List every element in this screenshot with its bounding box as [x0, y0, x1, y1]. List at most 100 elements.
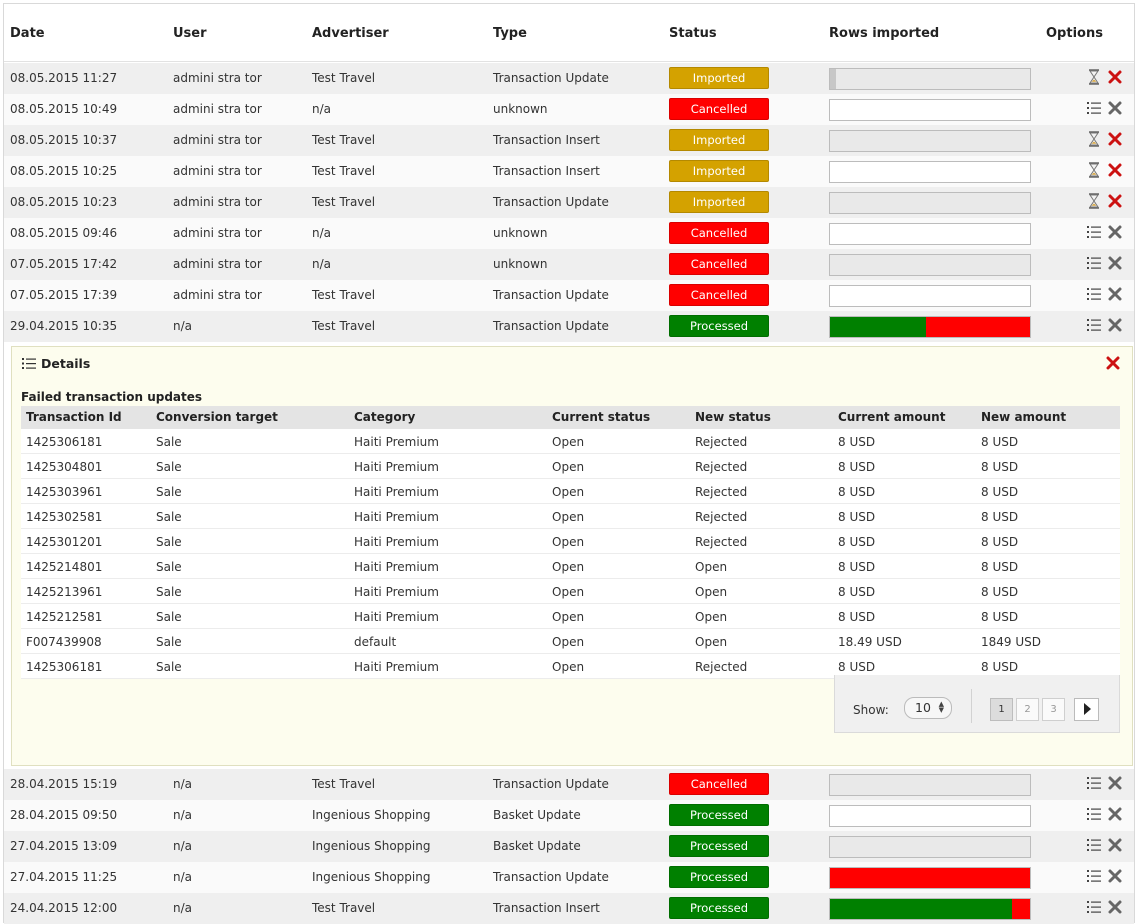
cell-new-amount: 8 USD: [981, 610, 1019, 624]
page-size-select[interactable]: 10 ▲ ▼: [904, 697, 952, 719]
column-header-advertiser[interactable]: Advertiser: [312, 26, 389, 41]
table-row[interactable]: 08.05.2015 11:27 admini stra tor Test Trav…: [4, 63, 1134, 94]
rows-imported-progress-bar: [829, 161, 1031, 183]
hourglass-icon[interactable]: [1086, 69, 1102, 85]
table-row[interactable]: 24.04.2015 12:00 n/a Test Travel Transactio…: [4, 893, 1134, 924]
status-badge: Imported: [669, 129, 769, 151]
column-header-status[interactable]: Status: [669, 26, 717, 41]
failed-updates-title: Failed transaction updates: [21, 390, 203, 404]
failed-update-row[interactable]: 1425301201 Sale Haiti Premium Open Rejected 8…: [21, 529, 1120, 554]
details-list-icon[interactable]: [1086, 224, 1102, 240]
table-row[interactable]: 08.05.2015 10:37 admini stra tor Test Trav…: [4, 125, 1134, 156]
details-list-icon[interactable]: [1086, 868, 1102, 884]
hourglass-icon[interactable]: [1086, 131, 1102, 147]
details-title: Details: [41, 356, 91, 371]
cell-type: Transaction Insert: [493, 901, 600, 915]
table-row[interactable]: 27.04.2015 13:09 n/a Ingenious Shopping Bas…: [4, 831, 1134, 862]
details-list-icon[interactable]: [1086, 286, 1102, 302]
details-list-icon[interactable]: [1086, 317, 1102, 333]
col-new-status[interactable]: New status: [695, 410, 771, 424]
cell-category: Haiti Premium: [354, 585, 439, 599]
cell-current-amount: 8 USD: [838, 510, 876, 524]
failed-update-row[interactable]: 1425303961 Sale Haiti Premium Open Rejected 8…: [21, 479, 1120, 504]
cell-type: Transaction Update: [493, 288, 609, 302]
delete-grey-icon[interactable]: [1107, 100, 1123, 116]
delete-grey-icon[interactable]: [1107, 775, 1123, 791]
close-red-icon[interactable]: [1106, 356, 1120, 370]
delete-red-icon[interactable]: [1107, 193, 1123, 209]
failed-update-row[interactable]: 1425213961 Sale Haiti Premium Open Open 8 USD…: [21, 579, 1120, 604]
table-row[interactable]: 08.05.2015 10:23 admini stra tor Test Trav…: [4, 187, 1134, 218]
cell-type: unknown: [493, 257, 548, 271]
cell-transaction-id: 1425306181: [26, 435, 103, 449]
details-list-icon[interactable]: [1086, 899, 1102, 915]
failed-update-row[interactable]: 1425304801 Sale Haiti Premium Open Rejected 8…: [21, 454, 1120, 479]
cell-current-status: Open: [552, 460, 585, 474]
delete-grey-icon[interactable]: [1107, 255, 1123, 271]
col-current-status[interactable]: Current status: [552, 410, 651, 424]
col-current-amount[interactable]: Current amount: [838, 410, 946, 424]
page-button-3[interactable]: 3: [1042, 698, 1065, 721]
failed-update-row[interactable]: 1425212581 Sale Haiti Premium Open Open 8 USD…: [21, 604, 1120, 629]
cell-transaction-id: 1425301201: [26, 535, 103, 549]
table-row[interactable]: 28.04.2015 09:50 n/a Ingenious Shopping Bas…: [4, 800, 1134, 831]
failed-update-row[interactable]: F007439908 Sale default Open Open 18.49 USD 18…: [21, 629, 1120, 654]
table-row[interactable]: 27.04.2015 11:25 n/a Ingenious Shopping Tra…: [4, 862, 1134, 893]
details-list-icon[interactable]: [1086, 255, 1102, 271]
cell-new-amount: 8 USD: [981, 585, 1019, 599]
column-header-type[interactable]: Type: [493, 26, 527, 41]
table-row[interactable]: 08.05.2015 09:46 admini stra tor n/a unknow…: [4, 218, 1134, 249]
delete-grey-icon[interactable]: [1107, 806, 1123, 822]
cell-advertiser: Ingenious Shopping: [312, 808, 431, 822]
col-transaction-id[interactable]: Transaction Id: [26, 410, 122, 424]
details-panel: Details Failed transaction updates Trans…: [11, 346, 1133, 766]
table-row[interactable]: 08.05.2015 10:49 admini stra tor n/a unknow…: [4, 94, 1134, 125]
table-row[interactable]: 07.05.2015 17:42 admini stra tor n/a unknow…: [4, 249, 1134, 280]
details-list-icon[interactable]: [1086, 100, 1102, 116]
cell-new-status: Rejected: [695, 660, 748, 674]
col-new-amount[interactable]: New amount: [981, 410, 1067, 424]
table-row[interactable]: 29.04.2015 10:35 n/a Test Travel Transactio…: [4, 311, 1134, 342]
table-row[interactable]: 28.04.2015 15:19 n/a Test Travel Transactio…: [4, 769, 1134, 800]
failed-update-row[interactable]: 1425306181 Sale Haiti Premium Open Rejected 8…: [21, 429, 1120, 454]
delete-grey-icon[interactable]: [1107, 286, 1123, 302]
details-list-icon[interactable]: [1086, 806, 1102, 822]
status-badge: Processed: [669, 315, 769, 337]
details-list-icon[interactable]: [1086, 775, 1102, 791]
rows-imported-progress-bar: [829, 898, 1031, 920]
delete-red-icon[interactable]: [1107, 131, 1123, 147]
delete-grey-icon[interactable]: [1107, 868, 1123, 884]
rows-imported-progress-bar: [829, 774, 1031, 796]
next-page-button[interactable]: [1074, 698, 1099, 721]
delete-red-icon[interactable]: [1107, 69, 1123, 85]
page-button-1[interactable]: 1: [990, 698, 1013, 721]
hourglass-icon[interactable]: [1086, 193, 1102, 209]
delete-red-icon[interactable]: [1107, 162, 1123, 178]
details-heading: Details: [22, 356, 90, 371]
table-row[interactable]: 08.05.2015 10:25 admini stra tor Test Trav…: [4, 156, 1134, 187]
rows-imported-progress-bar: [829, 316, 1031, 338]
page-button-2[interactable]: 2: [1016, 698, 1039, 721]
delete-grey-icon[interactable]: [1107, 317, 1123, 333]
column-header-user[interactable]: User: [173, 26, 207, 41]
col-category[interactable]: Category: [354, 410, 416, 424]
cell-transaction-id: 1425213961: [26, 585, 103, 599]
cell-advertiser: Test Travel: [312, 777, 376, 791]
cell-advertiser: n/a: [312, 102, 332, 116]
details-list-icon[interactable]: [1086, 837, 1102, 853]
col-conversion-target[interactable]: Conversion target: [156, 410, 278, 424]
column-header-date[interactable]: Date: [10, 26, 45, 41]
delete-grey-icon[interactable]: [1107, 899, 1123, 915]
cell-user: admini stra tor: [173, 71, 262, 85]
failed-update-row[interactable]: 1425302581 Sale Haiti Premium Open Rejected 8…: [21, 504, 1120, 529]
rows-imported-progress-bar: [829, 805, 1031, 827]
delete-grey-icon[interactable]: [1107, 837, 1123, 853]
failed-update-row[interactable]: 1425306181 Sale Haiti Premium Open Rejected 8…: [21, 654, 1120, 679]
failed-update-row[interactable]: 1425214801 Sale Haiti Premium Open Open 8 USD…: [21, 554, 1120, 579]
column-header-rows-imported[interactable]: Rows imported: [829, 26, 940, 41]
table-row[interactable]: 07.05.2015 17:39 admini stra tor Test Trav…: [4, 280, 1134, 311]
cell-current-amount: 8 USD: [838, 610, 876, 624]
hourglass-icon[interactable]: [1086, 162, 1102, 178]
delete-grey-icon[interactable]: [1107, 224, 1123, 240]
cell-advertiser: Test Travel: [312, 71, 376, 85]
